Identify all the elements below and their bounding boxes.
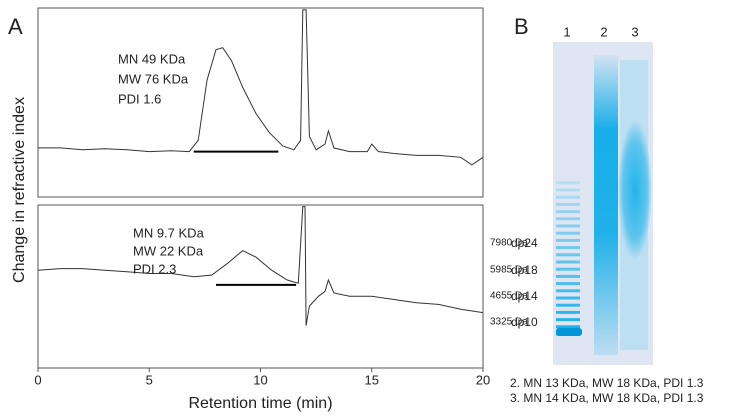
- ladder-band: [556, 238, 580, 242]
- annotation: PDI 2.3: [133, 261, 176, 276]
- panel-label: B: [514, 14, 529, 39]
- y-axis-label: Change in refractive index: [11, 97, 28, 283]
- x-tick-label: 20: [476, 372, 490, 387]
- ladder-band: [556, 325, 580, 329]
- trace: [37, 206, 484, 326]
- lane-label: 1: [563, 24, 570, 39]
- note: 3. MN 14 KDa, MW 18 KDa, PDI 1.3: [510, 391, 704, 405]
- plot-frame: [37, 204, 484, 369]
- ladder-dp: dp14: [511, 289, 538, 303]
- ladder-band: [556, 195, 580, 199]
- ladder-band: [556, 246, 580, 250]
- x-tick-label: 5: [146, 372, 153, 387]
- ladder-dp: dp24: [511, 236, 538, 250]
- ladder-dp: dp18: [511, 263, 538, 277]
- ladder-band: [556, 303, 580, 307]
- lane-smear: [618, 120, 652, 260]
- lane-label: 3: [631, 24, 638, 39]
- x-tick-label: 0: [34, 372, 41, 387]
- x-tick-label: 15: [365, 372, 379, 387]
- note: 2. MN 13 KDa, MW 18 KDa, PDI 1.3: [510, 376, 704, 390]
- annotation: MW 76 KDa: [118, 71, 189, 86]
- plot-frame: [37, 7, 484, 198]
- ladder-band: [556, 282, 580, 286]
- ladder-band: [556, 181, 580, 185]
- lane-smear: [594, 55, 618, 355]
- lane-smear: [620, 60, 648, 350]
- lane-label: 2: [600, 24, 607, 39]
- ladder-band: [556, 328, 582, 336]
- ladder-band: [556, 296, 580, 300]
- ladder-band: [556, 289, 580, 293]
- ladder-band: [556, 318, 580, 322]
- ladder-band: [556, 224, 580, 228]
- ladder-band: [556, 310, 580, 314]
- annotation: MW 22 KDa: [133, 243, 204, 258]
- ladder-mass: 3325 Da: [490, 317, 528, 328]
- annotation: MN 49 KDa: [118, 51, 186, 66]
- ladder-mass: 4655 Da: [490, 291, 528, 302]
- ladder-band: [556, 188, 580, 192]
- gel-image: [553, 42, 653, 365]
- annotation: MN 9.7 KDa: [133, 225, 205, 240]
- annotation: PDI 1.6: [118, 91, 161, 106]
- ladder-band: [556, 217, 580, 221]
- trace: [38, 9, 484, 166]
- ladder-dp: dp10: [511, 315, 538, 329]
- ladder-band: [556, 253, 580, 257]
- x-axis-label: Retention time (min): [188, 395, 332, 412]
- ladder-band: [556, 260, 580, 264]
- ladder-band: [556, 202, 580, 206]
- ladder-mass: 5985 Da: [490, 265, 528, 276]
- x-tick-label: 10: [253, 372, 267, 387]
- ladder-band: [556, 274, 580, 278]
- ladder-band: [556, 267, 580, 271]
- ladder-band: [556, 231, 580, 235]
- ladder-mass: 7980 Da: [490, 238, 528, 249]
- panel-label: A: [8, 14, 23, 39]
- ladder-band: [556, 210, 580, 214]
